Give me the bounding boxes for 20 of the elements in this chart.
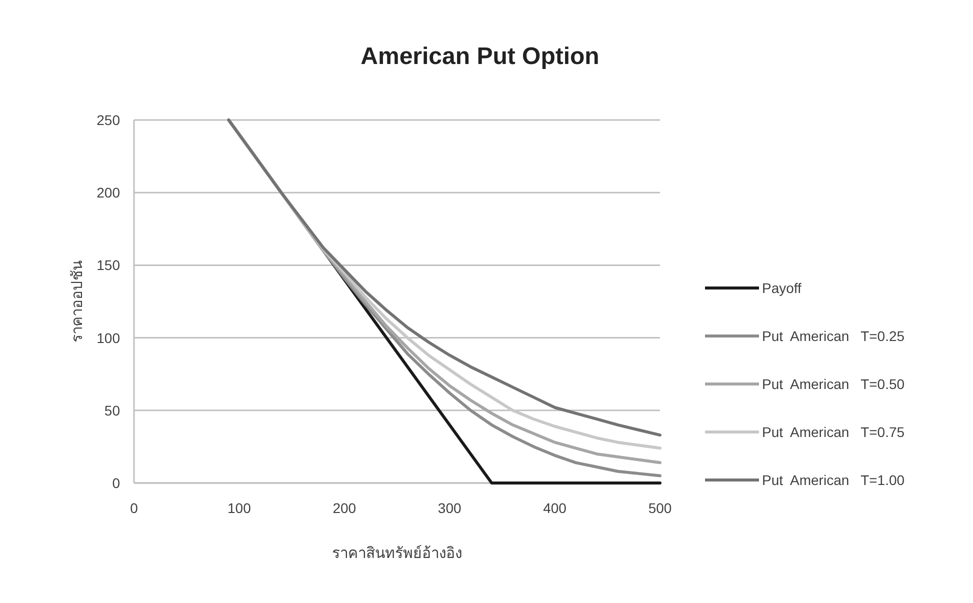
x-tick-label: 0 (130, 500, 138, 516)
y-tick-label: 100 (96, 330, 120, 346)
chart-title: American Put Option (360, 43, 600, 70)
legend-label: Payoff (762, 280, 802, 296)
x-tick-label: 400 (543, 500, 567, 516)
legend-label: Put American T=0.25 (762, 328, 905, 344)
y-tick-label: 50 (104, 402, 120, 418)
legend-label: Put American T=1.00 (762, 472, 905, 488)
legend-label: Put American T=0.75 (762, 424, 905, 440)
x-tick-label: 300 (438, 500, 462, 516)
y-tick-label: 150 (96, 257, 120, 274)
x-axis-title: ราคาสินทรัพย์อ้างอิง (332, 545, 462, 562)
x-tick-label: 100 (228, 500, 252, 516)
y-tick-label: 200 (96, 184, 120, 201)
y-axis-title: ราคาออปชัน (69, 260, 86, 342)
legend-label: Put American T=0.50 (762, 376, 905, 392)
x-tick-label: 500 (648, 500, 672, 516)
x-tick-label: 200 (332, 500, 356, 516)
y-tick-label: 0 (112, 475, 120, 491)
y-tick-label: 250 (96, 112, 120, 128)
